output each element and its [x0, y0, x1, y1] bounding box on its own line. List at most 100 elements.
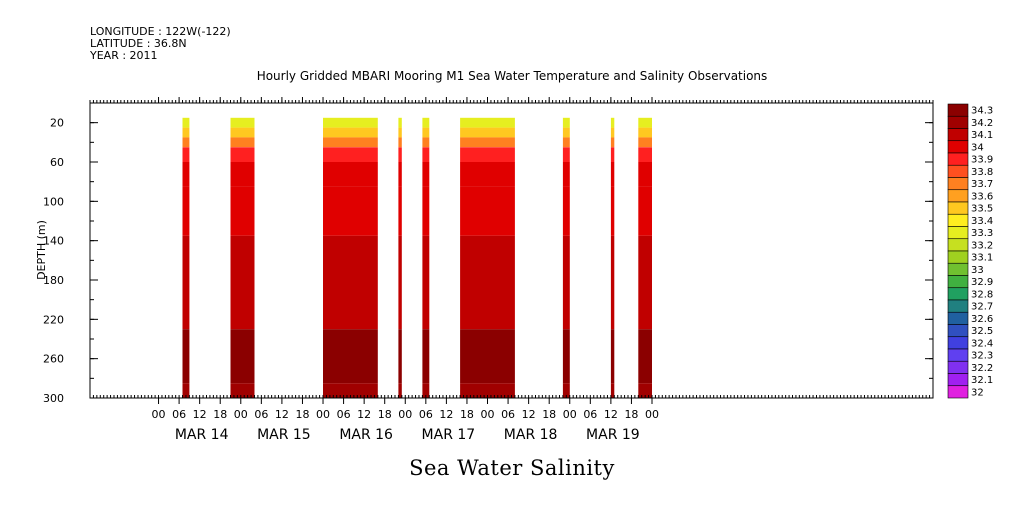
salinity-cell [182, 383, 190, 399]
salinity-cell [638, 162, 652, 187]
colorbar-swatch [947, 299, 969, 313]
salinity-cell [460, 127, 515, 138]
y-axis-label: DEPTH (m) [35, 220, 48, 280]
x-tick-label: 12 [604, 408, 618, 421]
salinity-cell [422, 147, 430, 163]
data-segment [460, 117, 515, 399]
salinity-cell [422, 127, 430, 138]
colorbar-swatch [947, 348, 969, 362]
x-tick-label: 12 [275, 408, 289, 421]
salinity-cell [562, 117, 570, 128]
salinity-cell [610, 186, 615, 236]
data-segment [638, 117, 652, 399]
x-tick-label: 18 [542, 408, 556, 421]
x-tick-label: 18 [295, 408, 309, 421]
salinity-cell [230, 162, 255, 187]
salinity-cell [562, 137, 570, 148]
colorbar-swatch [947, 287, 969, 301]
colorbar-swatch [947, 311, 969, 325]
salinity-cell [638, 137, 652, 148]
salinity-cell [398, 235, 402, 330]
salinity-cell [230, 117, 255, 128]
colorbar-swatch [947, 275, 969, 289]
x-tick-label: 00 [398, 408, 412, 421]
colorbar: 34.334.234.13433.933.833.733.633.533.433… [947, 103, 993, 399]
colorbar-swatch [947, 373, 969, 387]
x-tick-label: 18 [624, 408, 638, 421]
x-tick-label: 18 [378, 408, 392, 421]
salinity-cell [460, 162, 515, 187]
data-segment [562, 117, 570, 399]
chart-title: Hourly Gridded MBARI Mooring M1 Sea Wate… [257, 69, 768, 83]
salinity-cell [562, 329, 570, 384]
year-label: YEAR : 2011 [89, 49, 158, 62]
date-label: MAR 17 [422, 427, 476, 443]
y-tick-label: 140 [43, 235, 64, 248]
colorbar-label: 32.7 [971, 302, 993, 313]
date-label: MAR 19 [586, 427, 640, 443]
salinity-cell [182, 117, 190, 128]
x-tick-label: 06 [337, 408, 351, 421]
x-tick-label: 18 [213, 408, 227, 421]
colorbar-label: 34 [971, 142, 984, 153]
colorbar-label: 32.2 [971, 363, 993, 374]
salinity-cell [182, 186, 190, 236]
colorbar-swatch [947, 140, 969, 154]
data-segment [230, 117, 255, 399]
y-tick-label: 220 [43, 313, 64, 326]
salinity-cell [422, 235, 430, 330]
x-tick-label: 12 [522, 408, 536, 421]
longitude-label: LONGITUDE : 122W(-122) [90, 25, 231, 38]
colorbar-label: 32.1 [971, 375, 993, 386]
salinity-cell [422, 383, 430, 399]
colorbar-label: 32.3 [971, 351, 993, 362]
salinity-cell [323, 117, 378, 128]
salinity-cell [460, 186, 515, 236]
variable-label: Sea Water Salinity [409, 456, 615, 480]
colorbar-swatch [947, 128, 969, 142]
salinity-cell [230, 383, 255, 399]
salinity-cell [230, 137, 255, 148]
salinity-cell [398, 162, 402, 187]
salinity-cell [323, 383, 378, 399]
colorbar-label: 32.9 [971, 277, 993, 288]
data-layer [182, 117, 652, 399]
salinity-cell [398, 117, 402, 128]
date-label: MAR 14 [175, 427, 229, 443]
salinity-cell [422, 137, 430, 148]
colorbar-swatch [947, 336, 969, 350]
salinity-cell [562, 186, 570, 236]
salinity-cell [460, 137, 515, 148]
salinity-cell [638, 383, 652, 399]
date-label: MAR 18 [504, 427, 558, 443]
salinity-cell [230, 186, 255, 236]
salinity-cell [323, 162, 378, 187]
salinity-cell [610, 147, 615, 163]
colorbar-swatch [947, 324, 969, 338]
x-tick-label: 06 [254, 408, 268, 421]
colorbar-label: 32 [971, 387, 984, 398]
colorbar-label: 33.6 [971, 191, 993, 202]
salinity-cell [182, 329, 190, 384]
salinity-cell [398, 147, 402, 163]
y-tick-label: 260 [43, 353, 64, 366]
colorbar-swatch [947, 385, 969, 399]
x-tick-label: 12 [193, 408, 207, 421]
salinity-cell [182, 127, 190, 138]
salinity-cell [230, 127, 255, 138]
salinity-cell [562, 147, 570, 163]
colorbar-label: 32.5 [971, 326, 993, 337]
ticks-layer: 20 60 100 140 180 220 260 300 00 06 12 18 00 06 12 18 00… [43, 97, 934, 443]
x-tick-label: 00 [152, 408, 166, 421]
salinity-cell [323, 186, 378, 236]
salinity-cell [460, 147, 515, 163]
salinity-cell [610, 162, 615, 187]
latitude-label: LATITUDE : 36.8N [90, 37, 187, 50]
colorbar-label: 33.9 [971, 155, 993, 166]
colorbar-label: 33.1 [971, 253, 993, 264]
salinity-cell [398, 329, 402, 384]
y-tick-label: 100 [43, 195, 64, 208]
y-tick-label: 300 [43, 392, 64, 405]
salinity-cell [610, 235, 615, 330]
